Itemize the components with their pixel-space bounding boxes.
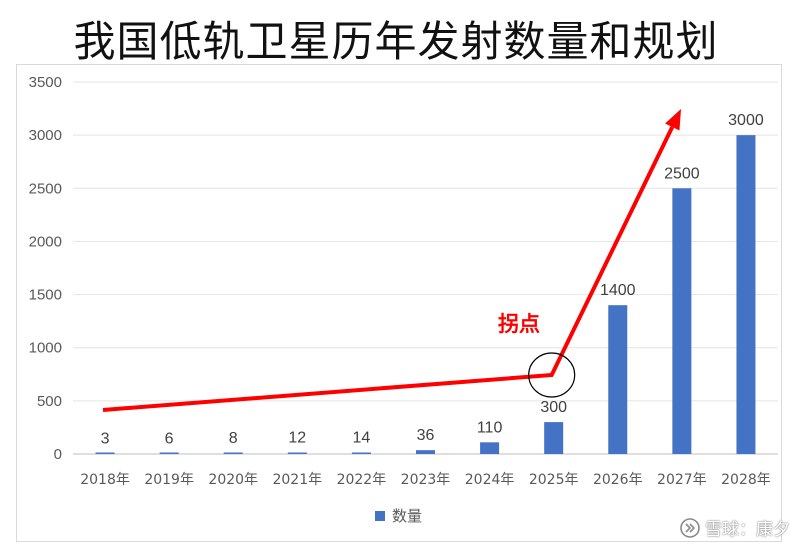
data-label: 2500 bbox=[664, 165, 700, 182]
watermark-text: 雪球：康夕 bbox=[705, 520, 790, 540]
y-tick-label: 0 bbox=[54, 446, 62, 463]
data-label: 1400 bbox=[600, 282, 636, 299]
bar bbox=[223, 452, 243, 454]
bar bbox=[672, 188, 692, 455]
y-tick-label: 2000 bbox=[29, 233, 62, 250]
legend-label: 数量 bbox=[392, 507, 422, 525]
x-tick-label: 2023年 bbox=[401, 472, 451, 488]
data-label: 8 bbox=[229, 430, 238, 447]
bar bbox=[736, 135, 756, 454]
x-tick-label: 2020年 bbox=[208, 472, 258, 488]
bars bbox=[95, 135, 756, 455]
bar bbox=[159, 452, 179, 454]
bar bbox=[416, 450, 435, 454]
legend-swatch bbox=[375, 511, 385, 521]
bar bbox=[608, 305, 628, 454]
bar bbox=[95, 452, 115, 454]
data-label: 12 bbox=[288, 430, 306, 447]
x-tick-label: 2018年 bbox=[80, 472, 130, 488]
y-axis-tick-labels: 0 500 1000 1500 2000 2500 3000 3500 bbox=[29, 74, 62, 463]
y-tick-label: 500 bbox=[37, 393, 62, 410]
y-tick-label: 1500 bbox=[29, 287, 62, 304]
data-label: 6 bbox=[165, 430, 174, 447]
data-label: 3 bbox=[101, 431, 110, 448]
y-tick-label: 3000 bbox=[29, 127, 62, 144]
data-label: 36 bbox=[417, 427, 435, 444]
y-tick-label: 1000 bbox=[29, 340, 62, 357]
bar bbox=[544, 422, 564, 454]
legend: 数量 bbox=[375, 507, 422, 525]
x-axis-tick-labels: 2018年 2019年 2020年 2021年 2022年 2023年 2024年 2025年… bbox=[80, 472, 771, 488]
y-tick-label: 2500 bbox=[29, 180, 62, 197]
data-label: 14 bbox=[353, 430, 371, 447]
chart-frame bbox=[16, 64, 782, 542]
data-label: 300 bbox=[540, 399, 567, 416]
x-tick-label: 2021年 bbox=[272, 472, 322, 488]
watermark: 雪球：康夕 bbox=[679, 515, 790, 540]
x-tick-label: 2026年 bbox=[593, 472, 643, 488]
trend-arrow-head bbox=[665, 109, 681, 131]
data-label: 110 bbox=[477, 419, 503, 436]
x-tick-label: 2019年 bbox=[144, 472, 194, 488]
bar bbox=[480, 442, 500, 454]
x-tick-label: 2024年 bbox=[465, 472, 515, 488]
bar bbox=[351, 452, 371, 454]
inflection-label: 拐点 bbox=[498, 312, 540, 336]
x-tick-label: 2025年 bbox=[529, 472, 579, 488]
x-tick-label: 2027年 bbox=[657, 472, 707, 488]
chart-title: 我国低轨卫星历年发射数量和规划 bbox=[73, 17, 719, 66]
inflection-circle bbox=[528, 352, 576, 398]
x-tick-label: 2028年 bbox=[721, 472, 771, 488]
trend-arrow-line bbox=[102, 126, 675, 412]
bar bbox=[287, 452, 307, 454]
snowball-logo-icon bbox=[680, 517, 700, 538]
data-label: 3000 bbox=[728, 112, 764, 129]
y-tick-label: 3500 bbox=[29, 74, 62, 91]
x-tick-label: 2022年 bbox=[337, 472, 387, 488]
trend-annotation: 拐点 bbox=[102, 109, 681, 412]
gridlines bbox=[73, 81, 778, 455]
